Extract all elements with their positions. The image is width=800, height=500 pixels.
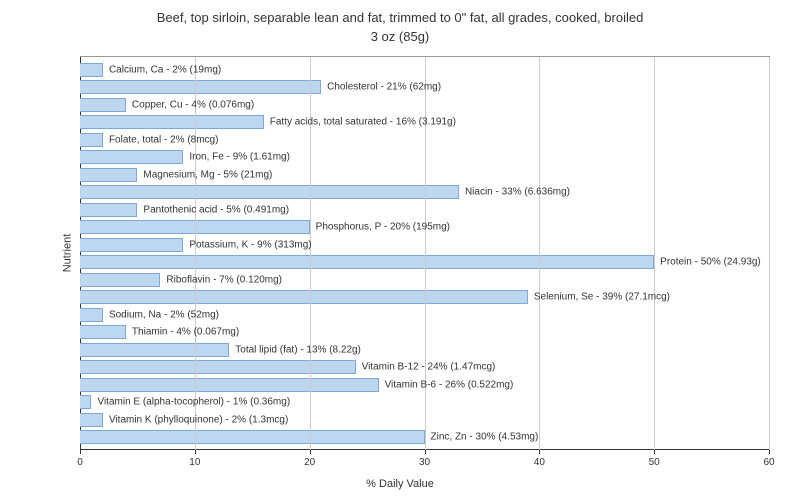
- bar: [80, 308, 103, 322]
- bar: [80, 378, 379, 392]
- bar: [80, 255, 654, 269]
- bar: [80, 413, 103, 427]
- bar: [80, 150, 183, 164]
- bar: [80, 343, 229, 357]
- bar-label: Protein - 50% (24.93g): [654, 257, 761, 268]
- bar: [80, 238, 183, 252]
- bar-label: Fatty acids, total saturated - 16% (3.19…: [264, 117, 456, 128]
- bar-label: Potassium, K - 9% (313mg): [183, 239, 311, 250]
- bar-label: Phosphorus, P - 20% (195mg): [310, 222, 450, 233]
- bar-label: Vitamin B-12 - 24% (1.47mcg): [356, 362, 496, 373]
- bar-label: Thiamin - 4% (0.067mg): [126, 327, 239, 338]
- bar: [80, 133, 103, 147]
- bar-label: Riboflavin - 7% (0.120mg): [160, 274, 282, 285]
- x-tick-mark: [425, 450, 426, 454]
- x-tick-mark: [539, 450, 540, 454]
- bar: [80, 273, 160, 287]
- x-tick-mark: [310, 450, 311, 454]
- bar: [80, 325, 126, 339]
- bar: [80, 168, 137, 182]
- bar: [80, 360, 356, 374]
- gridline: [769, 57, 770, 450]
- bar: [80, 63, 103, 77]
- bar-label: Vitamin K (phylloquinone) - 2% (1.3mcg): [103, 414, 288, 425]
- bar: [80, 290, 528, 304]
- bar-label: Cholesterol - 21% (62mg): [321, 82, 441, 93]
- bar-label: Calcium, Ca - 2% (19mg): [103, 64, 221, 75]
- x-tick-mark: [195, 450, 196, 454]
- gridline: [539, 57, 540, 450]
- bar-label: Zinc, Zn - 30% (4.53mg): [425, 432, 539, 443]
- bar: [80, 395, 91, 409]
- bar-label: Magnesium, Mg - 5% (21mg): [137, 169, 272, 180]
- gridline: [195, 57, 196, 450]
- plot-area: Calcium, Ca - 2% (19mg) Cholesterol - 21%…: [80, 56, 770, 450]
- bar-label: Total lipid (fat) - 13% (8.22g): [229, 344, 361, 355]
- x-tick-label: 10: [189, 457, 200, 468]
- bar-label: Niacin - 33% (6.636mg): [459, 187, 570, 198]
- bar: [80, 80, 321, 94]
- x-tick-mark: [80, 450, 81, 454]
- x-tick-mark: [769, 450, 770, 454]
- bar-label: Iron, Fe - 9% (1.61mg): [183, 152, 290, 163]
- gridline: [654, 57, 655, 450]
- chart-title-line2: 3 oz (85g): [0, 29, 800, 50]
- x-tick-label: 60: [763, 457, 774, 468]
- bar-label: Selenium, Se - 39% (27.1mcg): [528, 292, 670, 303]
- x-tick-label: 30: [419, 457, 430, 468]
- bar-label: Sodium, Na - 2% (52mg): [103, 309, 219, 320]
- x-tick-mark: [654, 450, 655, 454]
- bar-label: Folate, total - 2% (8mcg): [103, 134, 218, 145]
- x-tick-label: 20: [304, 457, 315, 468]
- x-tick-label: 40: [534, 457, 545, 468]
- bar: [80, 185, 459, 199]
- chart-area: Nutrient Calcium, Ca - 2% (19mg) Choleste…: [40, 56, 780, 450]
- bar: [80, 430, 425, 444]
- bar: [80, 98, 126, 112]
- bar: [80, 203, 137, 217]
- x-axis-label: % Daily Value: [366, 478, 434, 490]
- bar: [80, 115, 264, 129]
- x-tick-label: 0: [77, 457, 83, 468]
- bar-label: Vitamin B-6 - 26% (0.522mg): [379, 379, 514, 390]
- y-axis-label: Nutrient: [61, 234, 73, 273]
- bar-label: Pantothenic acid - 5% (0.491mg): [137, 204, 289, 215]
- bar-label: Copper, Cu - 4% (0.076mg): [126, 99, 254, 110]
- chart-title-line1: Beef, top sirloin, separable lean and fa…: [0, 0, 800, 29]
- x-tick-label: 50: [649, 457, 660, 468]
- bar-label: Vitamin E (alpha-tocopherol) - 1% (0.36m…: [91, 397, 290, 408]
